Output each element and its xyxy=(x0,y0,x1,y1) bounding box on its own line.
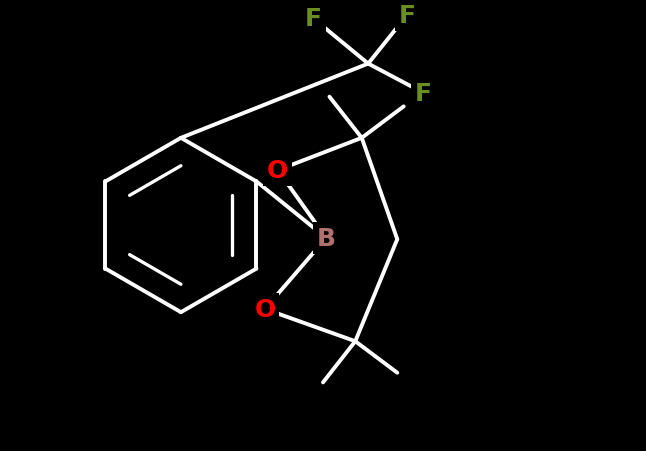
Text: B: B xyxy=(317,226,336,250)
Text: F: F xyxy=(399,4,415,28)
Text: F: F xyxy=(305,7,322,31)
Text: O: O xyxy=(255,297,275,321)
Text: O: O xyxy=(267,159,288,183)
Text: F: F xyxy=(415,82,432,106)
